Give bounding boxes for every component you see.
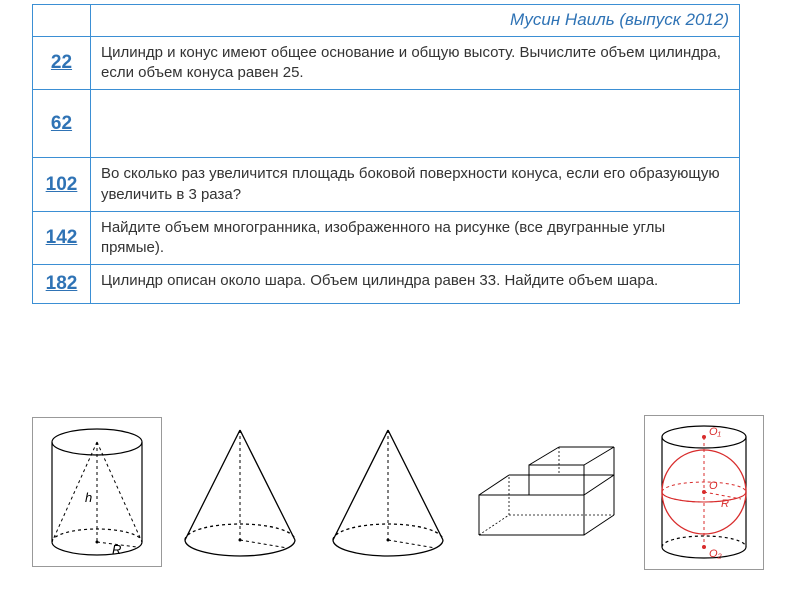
o-label: O [709, 480, 718, 492]
problem-text: Цилиндр и конус имеют общее основание и … [91, 36, 740, 90]
table-row: 102 Во сколько раз увеличится площадь бо… [33, 158, 740, 212]
problem-text: Найдите объем многогранника, изображенно… [91, 211, 740, 265]
r-label: R [112, 542, 121, 557]
problem-number-link[interactable]: 62 [33, 90, 91, 158]
figures-row: h R [0, 402, 800, 582]
sphere-r-label: R [721, 498, 729, 510]
cylinder-cone-icon: h R [37, 422, 157, 562]
problems-table: Мусин Наиль (выпуск 2012) 22 Цилиндр и к… [32, 4, 740, 304]
o2-label: O₂ [709, 548, 723, 560]
figure-sphere-cylinder: O₁ O O₂ R [644, 415, 764, 570]
h-label: h [85, 490, 92, 505]
figure-cylinder-cone: h R [32, 417, 162, 567]
figure-polyhedron [466, 427, 636, 557]
problem-number-link[interactable]: 102 [33, 158, 91, 212]
problem-number-link[interactable]: 142 [33, 211, 91, 265]
figure-cone-2 [318, 417, 458, 567]
problem-number-link[interactable]: 22 [33, 36, 91, 90]
table-row: 182 Цилиндр описан около шара. Объем цил… [33, 265, 740, 304]
problem-number-link[interactable]: 182 [33, 265, 91, 304]
header-author: Мусин Наиль (выпуск 2012) [91, 5, 740, 37]
problem-text: Цилиндр описан около шара. Объем цилиндр… [91, 265, 740, 304]
figure-cone-1 [170, 417, 310, 567]
problem-text [91, 90, 740, 158]
polyhedron-icon [469, 435, 634, 550]
o1-label: O₁ [709, 426, 722, 438]
table-row: 62 [33, 90, 740, 158]
problem-text: Во сколько раз увеличится площадь боково… [91, 158, 740, 212]
table-header-row: Мусин Наиль (выпуск 2012) [33, 5, 740, 37]
problems-table-wrap: Мусин Наиль (выпуск 2012) 22 Цилиндр и к… [0, 0, 800, 304]
sphere-cylinder-icon: O₁ O O₂ R [649, 417, 759, 567]
table-row: 142 Найдите объем многогранника, изображ… [33, 211, 740, 265]
header-blank-cell [33, 5, 91, 37]
cone-icon [175, 420, 305, 565]
table-row: 22 Цилиндр и конус имеют общее основание… [33, 36, 740, 90]
cone-icon [323, 420, 453, 565]
